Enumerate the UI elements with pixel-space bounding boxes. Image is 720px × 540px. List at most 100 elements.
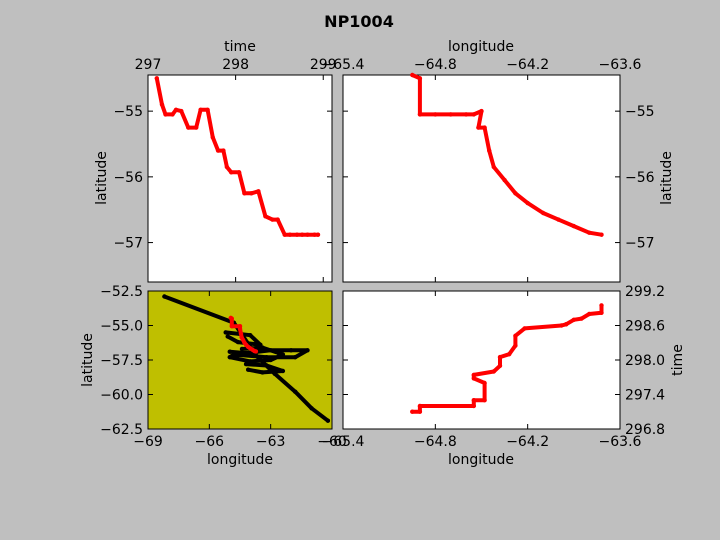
data-point (471, 403, 476, 409)
y-tick-label: −52.5 (100, 284, 143, 300)
data-point (599, 232, 604, 237)
data-point (579, 316, 584, 321)
x-axis-label: longitude (448, 39, 514, 55)
data-point (270, 217, 275, 222)
data-point (223, 330, 228, 335)
data-point (282, 232, 287, 237)
data-point (417, 112, 423, 117)
data-point (305, 348, 310, 353)
y-tick-label: −57.5 (100, 353, 143, 369)
data-point (163, 112, 168, 117)
y-axis-label: time (670, 344, 686, 376)
data-point (236, 170, 242, 175)
y-axis-label: latitude (80, 333, 96, 387)
data-point (238, 331, 244, 336)
data-point (525, 200, 530, 206)
y-tick-label: 296.8 (625, 422, 665, 438)
data-point (471, 372, 476, 378)
x-tick-label: −64.2 (506, 57, 549, 73)
data-point (268, 357, 273, 363)
data-point (154, 76, 159, 81)
data-point (571, 317, 576, 322)
data-point (225, 334, 230, 339)
data-point (287, 232, 293, 237)
data-point (491, 369, 496, 374)
series-tracks (162, 294, 331, 423)
data-point (280, 352, 286, 357)
data-point (417, 403, 423, 409)
data-point (231, 352, 237, 357)
data-point (264, 355, 269, 360)
data-point (243, 361, 249, 367)
axis-ticks: 297 298 299 −55 −56 −57 (113, 57, 337, 282)
data-point (479, 108, 484, 114)
data-point (476, 125, 481, 130)
y-tick-label: 297.4 (625, 388, 665, 404)
data-point (559, 323, 564, 328)
data-point (571, 223, 576, 229)
data-point (256, 189, 261, 194)
x-axis-label: time (224, 39, 256, 55)
data-point (513, 343, 518, 348)
data-point (599, 310, 604, 315)
y-tick-label: −55 (113, 104, 143, 120)
y-tick-label: −55.0 (100, 319, 143, 335)
data-point (239, 346, 245, 352)
data-point (312, 232, 317, 237)
x-axis-label: longitude (448, 452, 514, 468)
series-track (410, 72, 604, 237)
data-point (300, 232, 305, 237)
data-point (215, 148, 221, 153)
data-point (513, 333, 518, 338)
data-point (159, 102, 165, 107)
x-tick-label: −60 (317, 434, 347, 450)
y-tick-label: 298.6 (625, 319, 665, 335)
data-point (507, 352, 512, 357)
data-point (497, 363, 503, 368)
y-tick-label: 298.0 (625, 353, 665, 369)
panel-time-latitude: 297 298 299 −55 −56 −57 time latitude (94, 39, 337, 283)
data-point (268, 348, 273, 353)
data-point (417, 76, 423, 81)
y-tick-label: −57 (113, 236, 143, 252)
data-point (288, 348, 294, 353)
data-point (497, 354, 503, 360)
x-axis-label: longitude (207, 452, 273, 468)
data-point (170, 112, 175, 117)
axis-ticks: −69 −66 −63 −60 −52.5 −55.0 −57.5 −60.0 −62.5 (100, 284, 347, 450)
data-point (173, 107, 179, 113)
data-point (294, 232, 300, 237)
x-tick-label: 299 (310, 57, 337, 73)
series-line (227, 345, 310, 364)
data-point (491, 164, 496, 170)
y-tick-label: −55 (625, 104, 655, 120)
y-tick-label: −62.5 (100, 422, 143, 438)
data-point (194, 125, 199, 130)
y-tick-label: −56 (625, 170, 655, 186)
data-point (599, 303, 604, 308)
y-tick-label: 299.2 (625, 284, 665, 300)
data-point (253, 349, 259, 354)
data-point (263, 214, 268, 219)
series-line (410, 73, 604, 237)
x-tick-label: −65.4 (322, 57, 365, 73)
data-point (522, 326, 527, 331)
data-point (224, 164, 230, 170)
data-point (410, 72, 415, 78)
data-point (309, 406, 314, 411)
data-point (235, 339, 241, 345)
data-point (305, 232, 310, 237)
data-point (264, 363, 269, 368)
x-tick-label: −63.6 (599, 57, 642, 73)
plot-area (342, 74, 621, 283)
data-point (258, 342, 263, 347)
data-point (179, 108, 184, 114)
data-point (229, 170, 234, 175)
data-point (249, 191, 254, 196)
data-point (587, 230, 592, 235)
data-point (482, 125, 487, 130)
series-track (154, 76, 321, 237)
x-tick-label: −64.2 (506, 434, 549, 450)
